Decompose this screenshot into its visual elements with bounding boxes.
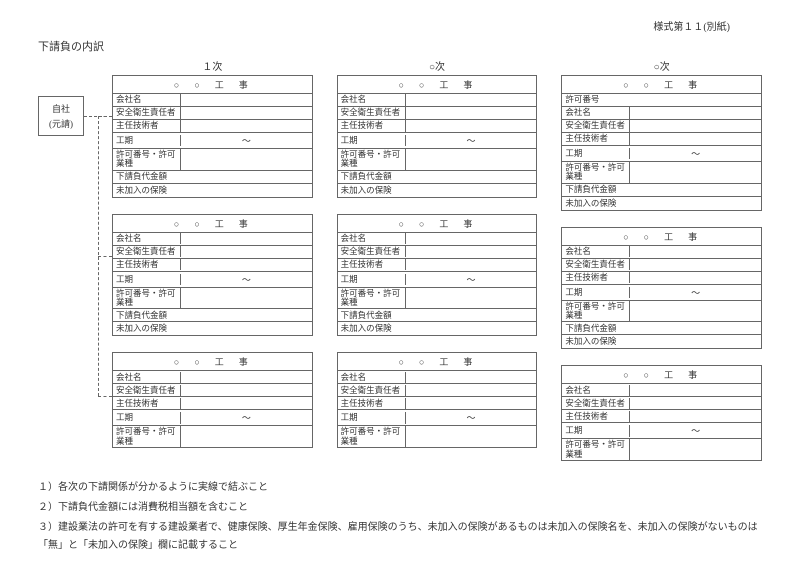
subcontract-block: ○ ○ 工 事 許可番号 会社名 安全衛生責任者 主任技術者 工期～ 許可番号・…: [561, 75, 762, 211]
label-amount: 下請負代金額: [113, 171, 181, 182]
period-value: ～: [181, 133, 312, 148]
note-1: １）各次の下請関係が分かるように実線で結ぶこと: [38, 479, 762, 497]
notes-section: １）各次の下請関係が分かるように実線で結ぶこと ２）下請負代金額には消費税相当額…: [38, 479, 762, 555]
form-id: 様式第１１(別紙): [653, 18, 730, 33]
self-label-1: 自社: [52, 102, 70, 115]
note-3: ３）建設業法の許可を有する建設業者で、健康保険、厚生年金保険、雇用保険のうち、未…: [38, 519, 762, 555]
subcontract-block: ○ ○ 工 事 会社名 安全衛生責任者 主任技術者 工期～ 許可番号・許可業種 …: [337, 214, 538, 337]
page-title: 下請負の内訳: [38, 38, 762, 54]
block-title: ○ ○ 工 事: [113, 353, 312, 371]
subcontract-block: ○ ○ 工 事 会社名 安全衛生責任者 主任技術者 工期～ 許可番号・許可業種 …: [112, 75, 313, 198]
tier-column-3: ○次 ○ ○ 工 事 許可番号 会社名 安全衛生責任者 主任技術者 工期～ 許可…: [561, 58, 762, 477]
label-chief: 主任技術者: [113, 120, 181, 131]
col3-header: ○次: [561, 58, 762, 70]
connector-area: [84, 58, 112, 477]
self-company-box: 自社 (元請): [38, 96, 84, 136]
block-title: ○ ○ 工 事: [113, 76, 312, 94]
label-company: 会社名: [113, 94, 181, 105]
tier-columns: １次 ○ ○ 工 事 会社名 安全衛生責任者 主任技術者 工期～ 許可番号・許可…: [112, 58, 762, 477]
subcontract-block: ○ ○ 工 事 会社名 安全衛生責任者 主任技術者 工期～ 許可番号・許可業種: [561, 365, 762, 461]
subcontract-block: ○ ○ 工 事 会社名 安全衛生責任者 主任技術者 工期～ 許可番号・許可業種 …: [112, 214, 313, 337]
tier-column-1: １次 ○ ○ 工 事 会社名 安全衛生責任者 主任技術者 工期～ 許可番号・許可…: [112, 58, 313, 477]
subcontract-block: ○ ○ 工 事 会社名 安全衛生責任者 主任技術者 工期～ 許可番号・許可業種: [337, 352, 538, 448]
col1-header: １次: [112, 58, 313, 70]
subcontract-block: ○ ○ 工 事 会社名 安全衛生責任者 主任技術者 工期～ 許可番号・許可業種 …: [561, 227, 762, 350]
self-label-2: (元請): [49, 117, 73, 130]
col2-header: ○次: [337, 58, 538, 70]
main-layout: 自社 (元請) １次 ○ ○ 工 事 会社名 安全衛生責任者 主任技術者 工期～…: [38, 58, 762, 477]
tier-column-2: ○次 ○ ○ 工 事 会社名 安全衛生責任者 主任技術者 工期～ 許可番号・許可…: [337, 58, 538, 477]
subcontract-block: ○ ○ 工 事 会社名 安全衛生責任者 主任技術者 工期～ 許可番号・許可業種 …: [337, 75, 538, 198]
label-uninsured: 未加入の保険: [113, 185, 181, 196]
label-period: 工期: [113, 135, 181, 146]
note-2: ２）下請負代金額には消費税相当額を含むこと: [38, 499, 762, 517]
label-permit-type: 許可番号・許可業種: [113, 149, 181, 170]
block-title: ○ ○ 工 事: [113, 215, 312, 233]
label-safety: 安全衛生責任者: [113, 107, 181, 118]
subcontract-block: ○ ○ 工 事 会社名 安全衛生責任者 主任技術者 工期～ 許可番号・許可業種: [112, 352, 313, 448]
